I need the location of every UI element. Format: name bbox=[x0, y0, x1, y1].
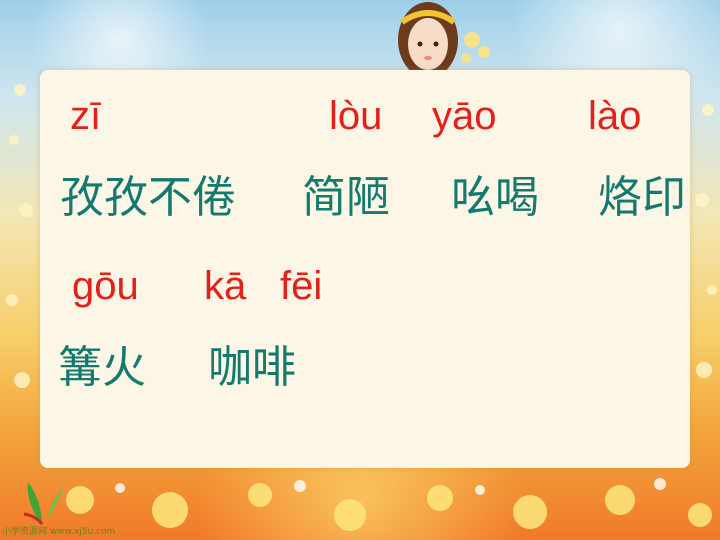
girl-illustration bbox=[398, 2, 490, 78]
word-laoyin: 烙印 bbox=[598, 172, 686, 223]
word-kafei: 咖啡 bbox=[208, 342, 296, 393]
pinyin-gou: gōu bbox=[72, 264, 139, 308]
site-logo-icon bbox=[23, 482, 64, 525]
pinyin-ka: kā bbox=[204, 264, 247, 308]
pinyin-lou: lòu bbox=[329, 94, 383, 138]
pinyin-zi: zī bbox=[70, 94, 102, 138]
word-jianlou: 简陋 bbox=[302, 172, 390, 223]
pinyin-lao: lào bbox=[588, 94, 642, 138]
pinyin-fei: fēi bbox=[280, 264, 323, 308]
word-yaohe: 吆喝 bbox=[451, 172, 539, 223]
pinyin-yao: yāo bbox=[432, 94, 497, 138]
site-logo-text: 小学资源网 www.xj5u.com bbox=[2, 527, 116, 537]
word-zizi-bujuan: 孜孜不倦 bbox=[60, 172, 236, 223]
word-gouhuo: 篝火 bbox=[58, 342, 146, 393]
vocabulary-card: zī lòu yāo lào 孜孜不倦 简陋 吆喝 烙印 gōu kā fēi … bbox=[40, 70, 690, 468]
